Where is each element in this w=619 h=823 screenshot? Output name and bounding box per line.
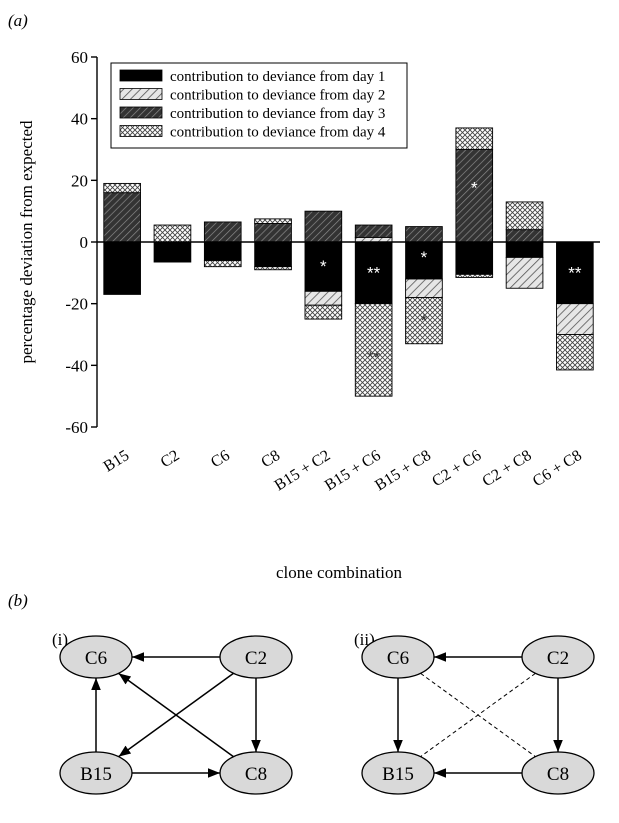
x-tick-label: B15 + C8: [372, 447, 434, 494]
y-tick-label: 0: [80, 233, 89, 252]
bar-segment: [455, 273, 494, 278]
node-b15: [59, 751, 133, 795]
node-label: C6: [387, 648, 409, 669]
bar-segment: [254, 266, 292, 271]
legend-label: contribution to deviance from day 4: [170, 125, 386, 141]
bar-segment: [405, 226, 443, 243]
x-tick-label: B15 + C2: [272, 447, 334, 494]
bar-segment: [405, 278, 443, 298]
y-tick-label: 40: [71, 110, 88, 129]
node-c8: [521, 751, 595, 795]
bar-segment: [153, 241, 192, 263]
chart-legend: contribution to deviance from day 1 contr…: [110, 62, 408, 149]
dashed-edge: [420, 672, 536, 758]
significance-marker: *: [320, 257, 327, 276]
node-label: C8: [245, 764, 267, 785]
bar-segment: [103, 241, 141, 295]
x-tick-label: C2 + C8: [480, 447, 535, 490]
bar-segment: [254, 223, 292, 243]
significance-marker: **: [367, 348, 381, 367]
arrow-edge: [118, 672, 234, 758]
significance-marker: *: [421, 311, 428, 330]
x-tick-label: B15 + C6: [322, 447, 384, 494]
x-tick-label: C2: [158, 447, 183, 471]
legend-label: contribution to deviance from day 1: [170, 69, 385, 85]
node-b15: [361, 751, 435, 795]
x-tick-label: B15: [101, 447, 133, 476]
node-c6: [361, 635, 435, 679]
bar-segment: [505, 201, 544, 231]
legend-swatch: [119, 125, 163, 137]
legend-swatch: [119, 106, 163, 119]
bar-segment: [505, 229, 544, 243]
node-c2: [521, 635, 595, 679]
y-tick-label: -40: [65, 356, 88, 375]
bar-segment: [455, 127, 494, 150]
bar-segment: [505, 256, 544, 289]
y-tick-label: 20: [71, 171, 88, 190]
node-label: C6: [85, 648, 107, 669]
network-diagram-i: (i) C6 C2 B15 C8: [52, 630, 293, 795]
x-tick-label: C6: [208, 447, 233, 471]
panel-b-label: (b): [8, 591, 28, 610]
bar-segment: [455, 241, 494, 275]
y-axis-label: percentage deviation from expected: [17, 120, 36, 364]
bar-segment: [405, 297, 443, 345]
node-label: B15: [80, 764, 112, 785]
bar-segment: [254, 218, 292, 224]
bar-segment: [254, 241, 292, 268]
bar-segment: [203, 221, 242, 243]
bar-segment: [203, 241, 242, 261]
node-c6: [59, 635, 133, 679]
bar-segment: [304, 210, 343, 243]
node-label: B15: [382, 764, 414, 785]
bar-segment: [153, 224, 192, 243]
bar-segment: [304, 290, 343, 306]
x-tick-label: C6 + C8: [530, 447, 585, 490]
y-tick-label: 60: [71, 48, 88, 67]
legend-swatch: [119, 69, 163, 82]
significance-marker: *: [421, 248, 428, 267]
bar-segment: [103, 182, 141, 194]
bar-segment: [354, 303, 393, 397]
bar-segment: [103, 192, 141, 243]
y-tick-label: -60: [65, 418, 88, 437]
x-axis-label: clone combination: [276, 563, 403, 582]
bar-segment: [556, 303, 594, 335]
node-label: C2: [547, 648, 569, 669]
bar-segment: [354, 241, 393, 305]
bar-segment: [505, 241, 544, 258]
node-c8: [219, 751, 293, 795]
legend-swatch: [119, 88, 163, 100]
significance-marker: **: [568, 263, 582, 282]
node-label: C2: [245, 648, 267, 669]
bar-segment: [203, 260, 242, 268]
panel-a-label: (a): [8, 11, 28, 30]
bar-segment: [556, 334, 594, 371]
y-tick-label: -20: [65, 295, 88, 314]
bar-segment: [304, 304, 343, 320]
diagram-label: (i): [52, 630, 68, 649]
legend-label: contribution to deviance from day 2: [170, 88, 385, 104]
bar-segment: [405, 241, 443, 280]
bar-segment: [354, 224, 393, 238]
significance-marker: *: [471, 179, 478, 198]
x-tick-label: C8: [258, 447, 283, 471]
legend-label: contribution to deviance from day 3: [170, 106, 385, 122]
significance-marker: **: [367, 263, 381, 282]
x-tick-label: C2 + C6: [429, 447, 484, 490]
node-c2: [219, 635, 293, 679]
node-label: C8: [547, 764, 569, 785]
